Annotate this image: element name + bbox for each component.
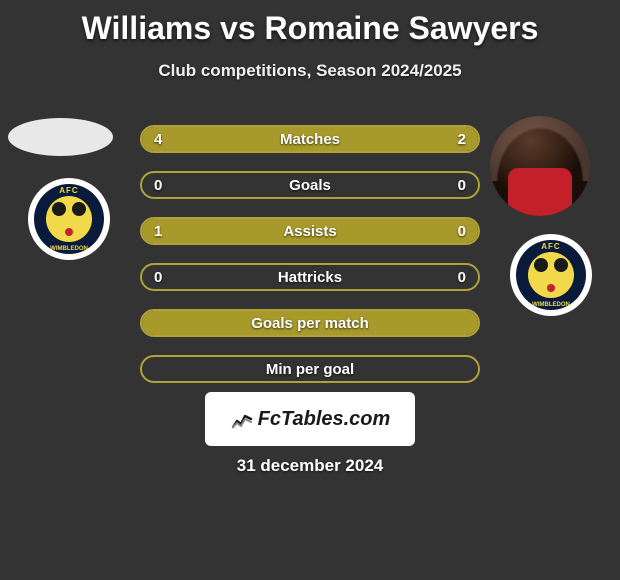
stat-row: Goals per match bbox=[140, 309, 480, 337]
stat-row: Hattricks0 0 bbox=[140, 263, 480, 291]
club-badge-left: AFC WIMBLEDON bbox=[28, 178, 110, 260]
stats-container: Matches42Goals00Assists10Hattricks00Goal… bbox=[140, 125, 480, 401]
stat-value-right: 0 bbox=[458, 223, 466, 240]
stat-value-left: 0 bbox=[154, 269, 162, 286]
club-badge-right-top: AFC bbox=[516, 242, 586, 251]
stat-value-right: 0 bbox=[458, 177, 466, 194]
page-title: Williams vs Romaine Sawyers bbox=[0, 0, 620, 47]
stat-row: Matches4 2 bbox=[140, 125, 480, 153]
stat-row: Assists1 0 bbox=[140, 217, 480, 245]
club-badge-right: AFC WIMBLEDON bbox=[510, 234, 592, 316]
stat-value-right: 2 bbox=[458, 131, 466, 148]
stat-value-left: 0 bbox=[154, 177, 162, 194]
stat-label: Min per goal bbox=[142, 361, 478, 378]
club-badge-right-bottom: WIMBLEDON bbox=[516, 302, 586, 308]
stat-value-right: 0 bbox=[458, 269, 466, 286]
date: 31 december 2024 bbox=[0, 456, 620, 476]
subtitle: Club competitions, Season 2024/2025 bbox=[0, 61, 620, 81]
stat-label: Matches bbox=[142, 131, 478, 148]
stat-label: Goals bbox=[142, 177, 478, 194]
club-badge-left-bottom: WIMBLEDON bbox=[34, 246, 104, 252]
chart-icon bbox=[230, 407, 254, 431]
stat-label: Goals per match bbox=[142, 315, 478, 332]
stat-label: Hattricks bbox=[142, 269, 478, 286]
stat-label: Assists bbox=[142, 223, 478, 240]
footer-logo: FcTables.com bbox=[205, 392, 415, 446]
player-photo-right bbox=[490, 116, 590, 216]
stat-value-left: 1 bbox=[154, 223, 162, 240]
club-badge-left-top: AFC bbox=[34, 186, 104, 195]
footer-logo-text: FcTables.com bbox=[258, 408, 391, 431]
player-photo-left bbox=[8, 118, 113, 156]
stat-value-left: 4 bbox=[154, 131, 162, 148]
stat-row: Goals0 0 bbox=[140, 171, 480, 199]
stat-row: Min per goal bbox=[140, 355, 480, 383]
